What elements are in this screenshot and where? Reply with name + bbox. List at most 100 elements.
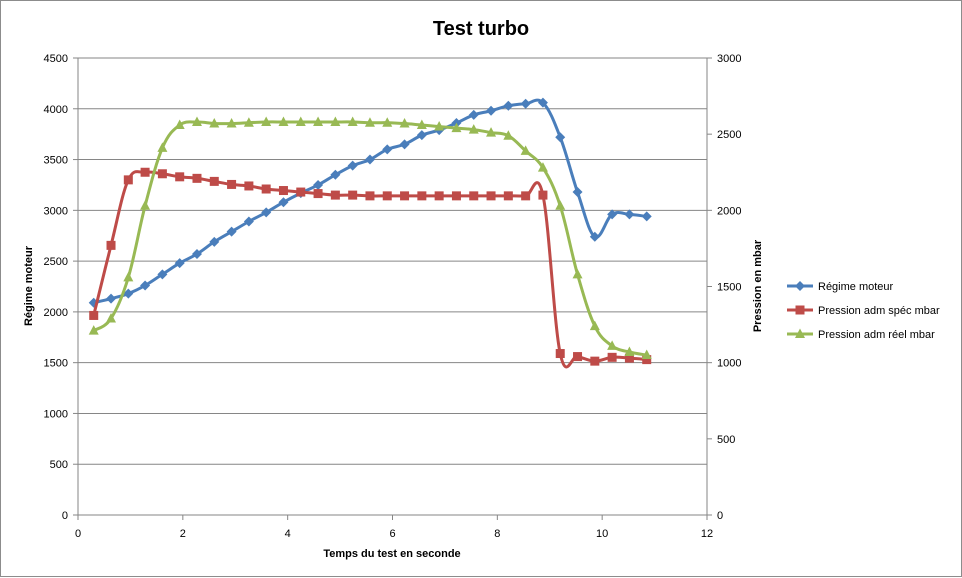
data-point — [624, 353, 634, 363]
data-point — [572, 268, 583, 279]
grid-lines — [78, 57, 707, 465]
y-tick-label: 2000 — [44, 307, 68, 319]
data-point — [573, 352, 583, 362]
data-point — [123, 175, 133, 185]
legend-label: Pression adm réel mbar — [818, 329, 935, 341]
y2-tick-label: 0 — [717, 510, 723, 522]
data-point — [434, 191, 444, 201]
data-point — [364, 117, 375, 127]
data-point — [347, 116, 358, 126]
data-point — [313, 116, 324, 126]
series-line — [92, 170, 647, 369]
data-point — [261, 207, 272, 218]
y2-tick-label: 1500 — [717, 282, 741, 294]
data-point — [365, 191, 375, 201]
data-point — [486, 127, 497, 137]
data-point — [503, 191, 513, 201]
data-point — [503, 100, 514, 111]
data-point — [537, 97, 548, 108]
data-point — [261, 116, 272, 126]
data-point — [244, 181, 254, 191]
data-point — [382, 144, 393, 155]
plot-area — [77, 57, 708, 516]
data-point — [400, 191, 410, 201]
data-point — [589, 320, 600, 331]
data-point — [589, 231, 600, 242]
data-point — [520, 98, 531, 109]
data-point — [174, 119, 185, 130]
y-tick-label: 4000 — [44, 104, 68, 116]
x-tick-label: 8 — [494, 528, 500, 540]
x-axis-title: Temps du test en seconde — [323, 548, 460, 560]
y-tick-label: 500 — [50, 459, 68, 471]
legend-swatch-marker — [795, 305, 805, 315]
data-point — [123, 271, 134, 282]
data-point — [89, 310, 99, 320]
data-point — [157, 169, 167, 179]
series-pression-adm-spec-mbar — [89, 167, 652, 369]
y-tick-label: 3500 — [44, 155, 68, 167]
data-point — [88, 325, 99, 335]
data-point — [399, 139, 410, 150]
data-point — [416, 130, 427, 141]
y2-tick-label: 1000 — [717, 358, 741, 370]
data-point — [175, 172, 185, 182]
data-point — [140, 200, 151, 210]
y-tick-label: 3000 — [44, 205, 68, 217]
data-point — [624, 346, 635, 357]
data-point — [227, 179, 237, 189]
data-point — [157, 269, 168, 280]
y-tick-label: 4500 — [44, 53, 68, 65]
data-point — [192, 173, 202, 183]
legend-label: Pression adm spéc mbar — [818, 305, 940, 317]
y2-axis-ticks: 0 500 1000 1500 2000 2500 3000 — [707, 53, 741, 522]
data-point — [174, 258, 185, 269]
data-point — [555, 200, 566, 210]
legend-item: Pression adm réel mbar — [787, 328, 935, 341]
x-axis-ticks: 0 2 4 6 8 10 12 — [75, 515, 713, 540]
data-point — [607, 352, 617, 362]
data-point — [140, 167, 150, 177]
data-point — [468, 124, 479, 134]
series-pression-adm-reel-mbar — [88, 116, 652, 360]
data-point — [191, 116, 202, 126]
data-point — [555, 349, 565, 359]
y-tick-label: 0 — [62, 510, 68, 522]
data-point — [191, 249, 202, 260]
data-point — [106, 312, 117, 323]
data-point — [641, 211, 652, 222]
data-point — [140, 280, 151, 291]
data-point — [451, 122, 462, 133]
data-point — [296, 187, 306, 197]
data-point — [243, 216, 254, 227]
data-point — [278, 186, 288, 196]
data-point — [278, 197, 289, 208]
data-point — [416, 119, 427, 130]
data-point — [607, 209, 618, 220]
legend: Régime moteur Pression adm spéc mbar Press… — [787, 281, 940, 341]
data-point — [520, 145, 531, 155]
data-point — [503, 130, 514, 140]
data-point — [348, 190, 358, 200]
data-point — [226, 226, 237, 237]
legend-swatch-marker — [795, 328, 805, 338]
data-point — [330, 116, 341, 126]
data-point — [607, 340, 618, 350]
y-tick-label: 2500 — [44, 256, 68, 268]
x-tick-label: 6 — [389, 528, 395, 540]
series-regime-moteur — [88, 97, 652, 308]
data-point — [624, 209, 635, 220]
data-point — [486, 191, 496, 201]
data-point — [226, 118, 237, 128]
y2-tick-label: 3000 — [717, 53, 741, 65]
data-point — [417, 191, 427, 201]
data-point — [106, 240, 116, 250]
series-layer — [88, 97, 652, 369]
y2-tick-label: 500 — [717, 434, 735, 446]
data-point — [278, 116, 289, 126]
y2-tick-label: 2500 — [717, 129, 741, 141]
data-point — [295, 116, 306, 126]
y-axis-ticks: 0 500 1000 1500 2000 2500 3000 3500 4000 4500 — [44, 53, 78, 522]
data-point — [347, 160, 358, 171]
